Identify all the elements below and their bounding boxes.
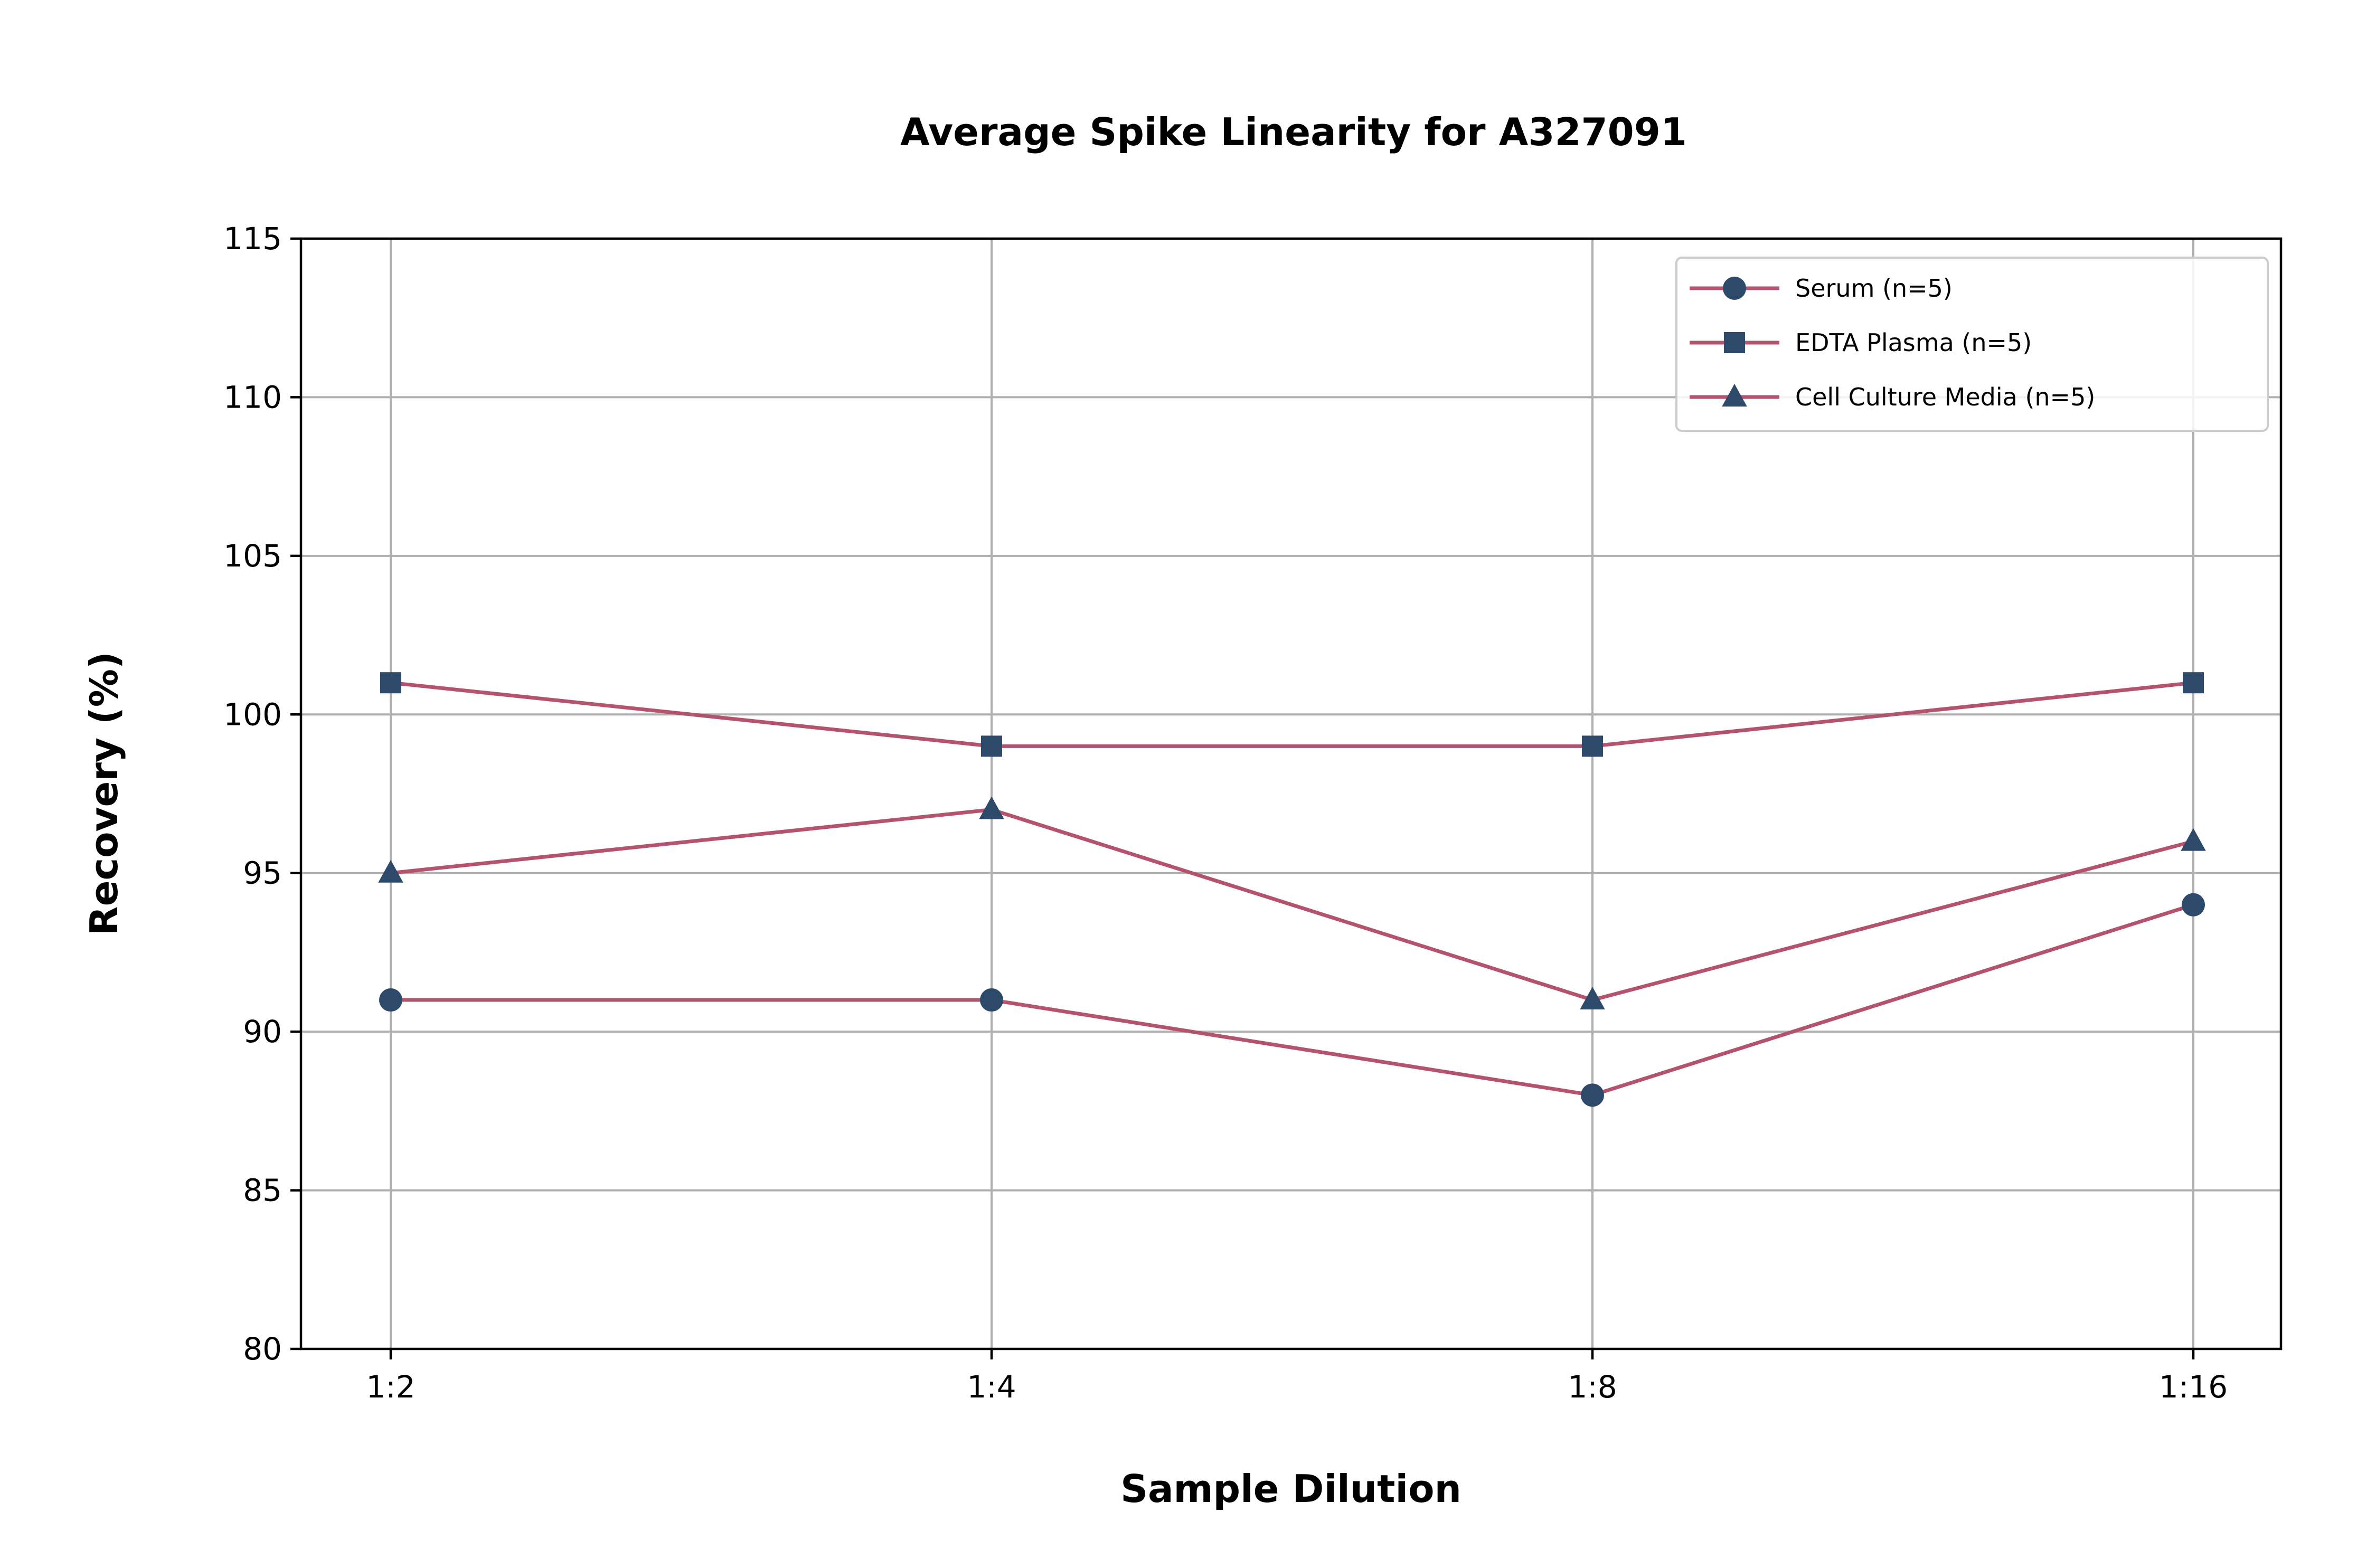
- tick-layer: 80 85 90 95 100 105 110 115 1:2 1:4 1:8 1:16: [223, 221, 2228, 1405]
- legend-marker-circle: [1723, 277, 1746, 300]
- data-point-triangle: [2181, 828, 2206, 851]
- x-tick-label: 1:8: [1568, 1369, 1617, 1405]
- legend-entry: Serum (n=5): [1690, 274, 1953, 303]
- data-point-circle: [1581, 1083, 1604, 1107]
- series-square: [380, 672, 2204, 757]
- legend-box: [1675, 257, 2269, 432]
- x-tick-label: 1:2: [366, 1369, 415, 1405]
- plot-frame: [299, 237, 2283, 1350]
- legend-entry: EDTA Plasma (n=5): [1690, 328, 2032, 357]
- legend-marker-square: [1724, 332, 1745, 353]
- y-tick-label: 85: [243, 1173, 282, 1208]
- legend-label: EDTA Plasma (n=5): [1795, 328, 2032, 357]
- data-point-circle: [980, 988, 1003, 1012]
- series-triangle: [378, 796, 2206, 1010]
- y-tick-label: 100: [223, 696, 282, 732]
- chart-title: Average Spike Linearity for A327091: [900, 110, 1687, 154]
- x-tick-label: 1:4: [967, 1369, 1016, 1405]
- y-tick-label: 105: [223, 538, 282, 574]
- y-tick-label: 115: [223, 221, 282, 257]
- data-point-circle: [2182, 893, 2205, 917]
- y-tick-label: 90: [243, 1014, 282, 1050]
- y-tick-label: 95: [243, 855, 282, 891]
- data-point-square: [1582, 735, 1603, 757]
- series-line: [391, 903, 2194, 1097]
- x-tick-label: 1:16: [2159, 1369, 2228, 1405]
- legend-entry: Cell Culture Media (n=5): [1690, 383, 2095, 411]
- data-point-triangle: [1580, 987, 1605, 1010]
- y-tick-label: 110: [223, 379, 282, 415]
- legend: Serum (n=5) EDTA Plasma (n=5) Cell Culture…: [1675, 257, 2269, 432]
- data-point-triangle: [979, 796, 1004, 819]
- data-point-circle: [379, 988, 402, 1012]
- series-line: [390, 808, 2194, 1002]
- legend-label: Serum (n=5): [1795, 274, 1953, 303]
- series-layer: [378, 672, 2206, 1107]
- legend-marker-triangle: [1722, 384, 1747, 407]
- series-line: [390, 681, 2194, 748]
- y-tick-label: 80: [243, 1331, 282, 1367]
- data-point-square: [981, 735, 1002, 757]
- legend-label: Cell Culture Media (n=5): [1795, 383, 2095, 411]
- series-circle: [379, 893, 2205, 1107]
- x-axis-label: Sample Dilution: [1120, 1467, 1462, 1511]
- data-point-square: [2183, 672, 2204, 694]
- y-axis-label: Recovery (%): [82, 651, 126, 936]
- data-point-square: [380, 672, 401, 694]
- data-point-triangle: [378, 859, 403, 883]
